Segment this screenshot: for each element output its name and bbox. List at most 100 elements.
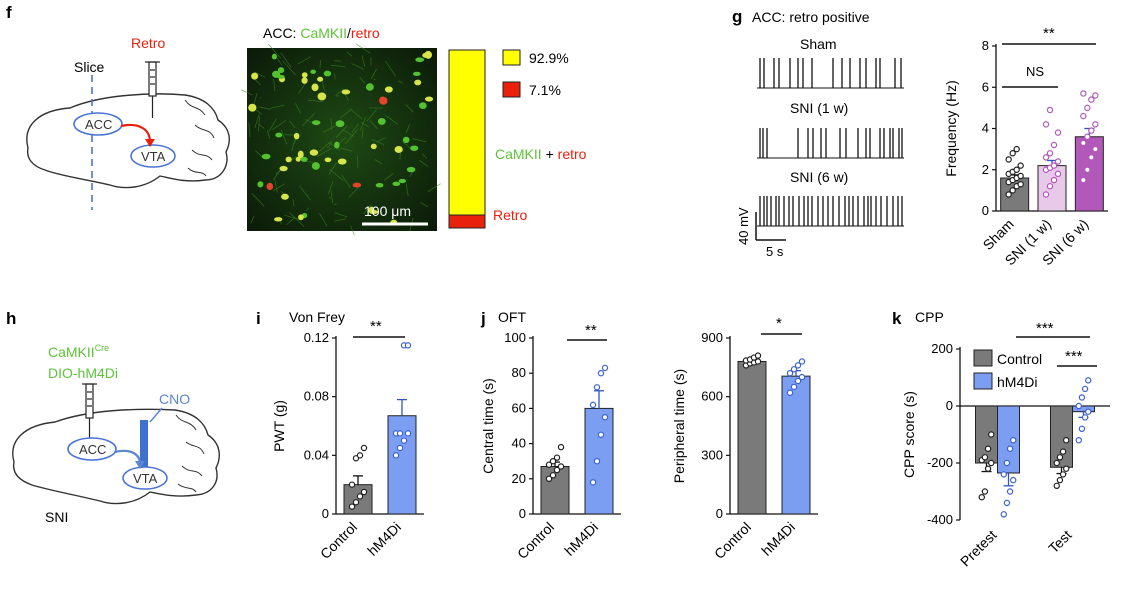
k-legend-hm4di: hM4Di [997, 374, 1037, 390]
cno-cannula [140, 420, 148, 472]
neurite [334, 218, 347, 222]
data-point [593, 384, 601, 391]
neurite [291, 139, 296, 152]
cell-body [281, 193, 289, 200]
neurite [268, 118, 278, 132]
neurite [250, 215, 255, 224]
neurite [280, 129, 288, 145]
neurite [419, 160, 429, 167]
cell-body [266, 182, 274, 191]
cell-body [410, 145, 419, 151]
y-tick-label: 6 [982, 79, 989, 94]
data-point [1054, 158, 1062, 165]
y-tick-label: 0 [946, 398, 953, 413]
data-point [1017, 162, 1024, 169]
data-point [1092, 145, 1099, 153]
neurite [341, 174, 351, 188]
acc-label-h: ACC [79, 442, 106, 457]
neurite [254, 78, 261, 86]
neurite [282, 60, 296, 76]
trace-sni1 [757, 128, 904, 159]
cell-body [323, 70, 332, 77]
data-point [1010, 476, 1017, 484]
cell-body [398, 178, 407, 184]
neurite [297, 56, 312, 65]
panel-letter-h: h [6, 309, 16, 328]
x-tick-label: Control [317, 519, 360, 562]
data-point [1056, 454, 1064, 461]
data-point [1084, 166, 1091, 173]
cell-body [293, 132, 300, 140]
data-point [1081, 414, 1089, 421]
data-point [553, 454, 561, 461]
trace-sham [757, 58, 904, 89]
y-tick-label: 8 [982, 38, 989, 53]
cell-body [317, 76, 324, 82]
neurite [272, 183, 286, 192]
data-point [1017, 180, 1024, 188]
data-point [981, 454, 989, 461]
neurite [266, 130, 271, 139]
j-sig-right: * [776, 315, 782, 332]
neurite [326, 141, 333, 149]
y-tick-label: 0.04 [304, 447, 329, 462]
neurite [420, 202, 429, 208]
data-point [1013, 166, 1020, 173]
cell-body [412, 71, 421, 77]
chart-k-cpp: -400 -200 0 200 CPP score (s) Pretest Test [901, 341, 1110, 569]
data-point [545, 461, 553, 468]
vta-region-f [130, 144, 176, 168]
neurite [280, 52, 292, 68]
neurite [268, 43, 282, 59]
i-title: Von Frey [289, 309, 345, 325]
neurite [349, 108, 363, 120]
data-point [790, 383, 798, 391]
data-point [1059, 471, 1067, 478]
cell-body [334, 141, 340, 149]
data-point [392, 452, 400, 459]
data-point [1085, 408, 1092, 415]
data-point [1059, 448, 1067, 455]
data-point [1003, 499, 1011, 507]
neurite [328, 196, 332, 199]
data-point [798, 358, 806, 365]
j-title: OFT [498, 309, 526, 325]
y-tick-label: 0 [519, 506, 526, 521]
data-point [1056, 476, 1064, 484]
data-point [1053, 482, 1060, 489]
neurite [330, 190, 334, 204]
neurite [376, 137, 385, 143]
neurite [316, 147, 332, 158]
neurite [405, 183, 409, 196]
neurite [270, 104, 285, 109]
neurite [359, 76, 366, 84]
data-point [396, 430, 404, 437]
data-point [1075, 437, 1082, 444]
data-point [1088, 127, 1095, 134]
data-point [1075, 402, 1082, 410]
data-point [356, 493, 364, 500]
data-point [1088, 96, 1095, 103]
bar [1074, 136, 1104, 212]
sni-label: SNI [45, 509, 68, 525]
y-tick-label: 0 [716, 506, 723, 521]
neurite [346, 51, 353, 57]
neurite [292, 198, 295, 207]
x-tick-label: hM4Di [364, 519, 404, 559]
neurite [330, 64, 346, 68]
data-point [794, 377, 802, 385]
proportion-bar-coloc [448, 49, 486, 216]
neurite [351, 63, 365, 70]
data-point [1092, 92, 1099, 99]
neurite [361, 55, 366, 68]
neurite [253, 93, 258, 107]
neurite [333, 203, 337, 206]
neurite [271, 120, 287, 131]
neurite [273, 78, 276, 92]
g-sig-ns: NS [1026, 64, 1044, 79]
neurite [301, 112, 315, 127]
k-legend-control: Control [997, 351, 1042, 367]
neurite [305, 207, 310, 212]
data-point [1042, 154, 1050, 161]
